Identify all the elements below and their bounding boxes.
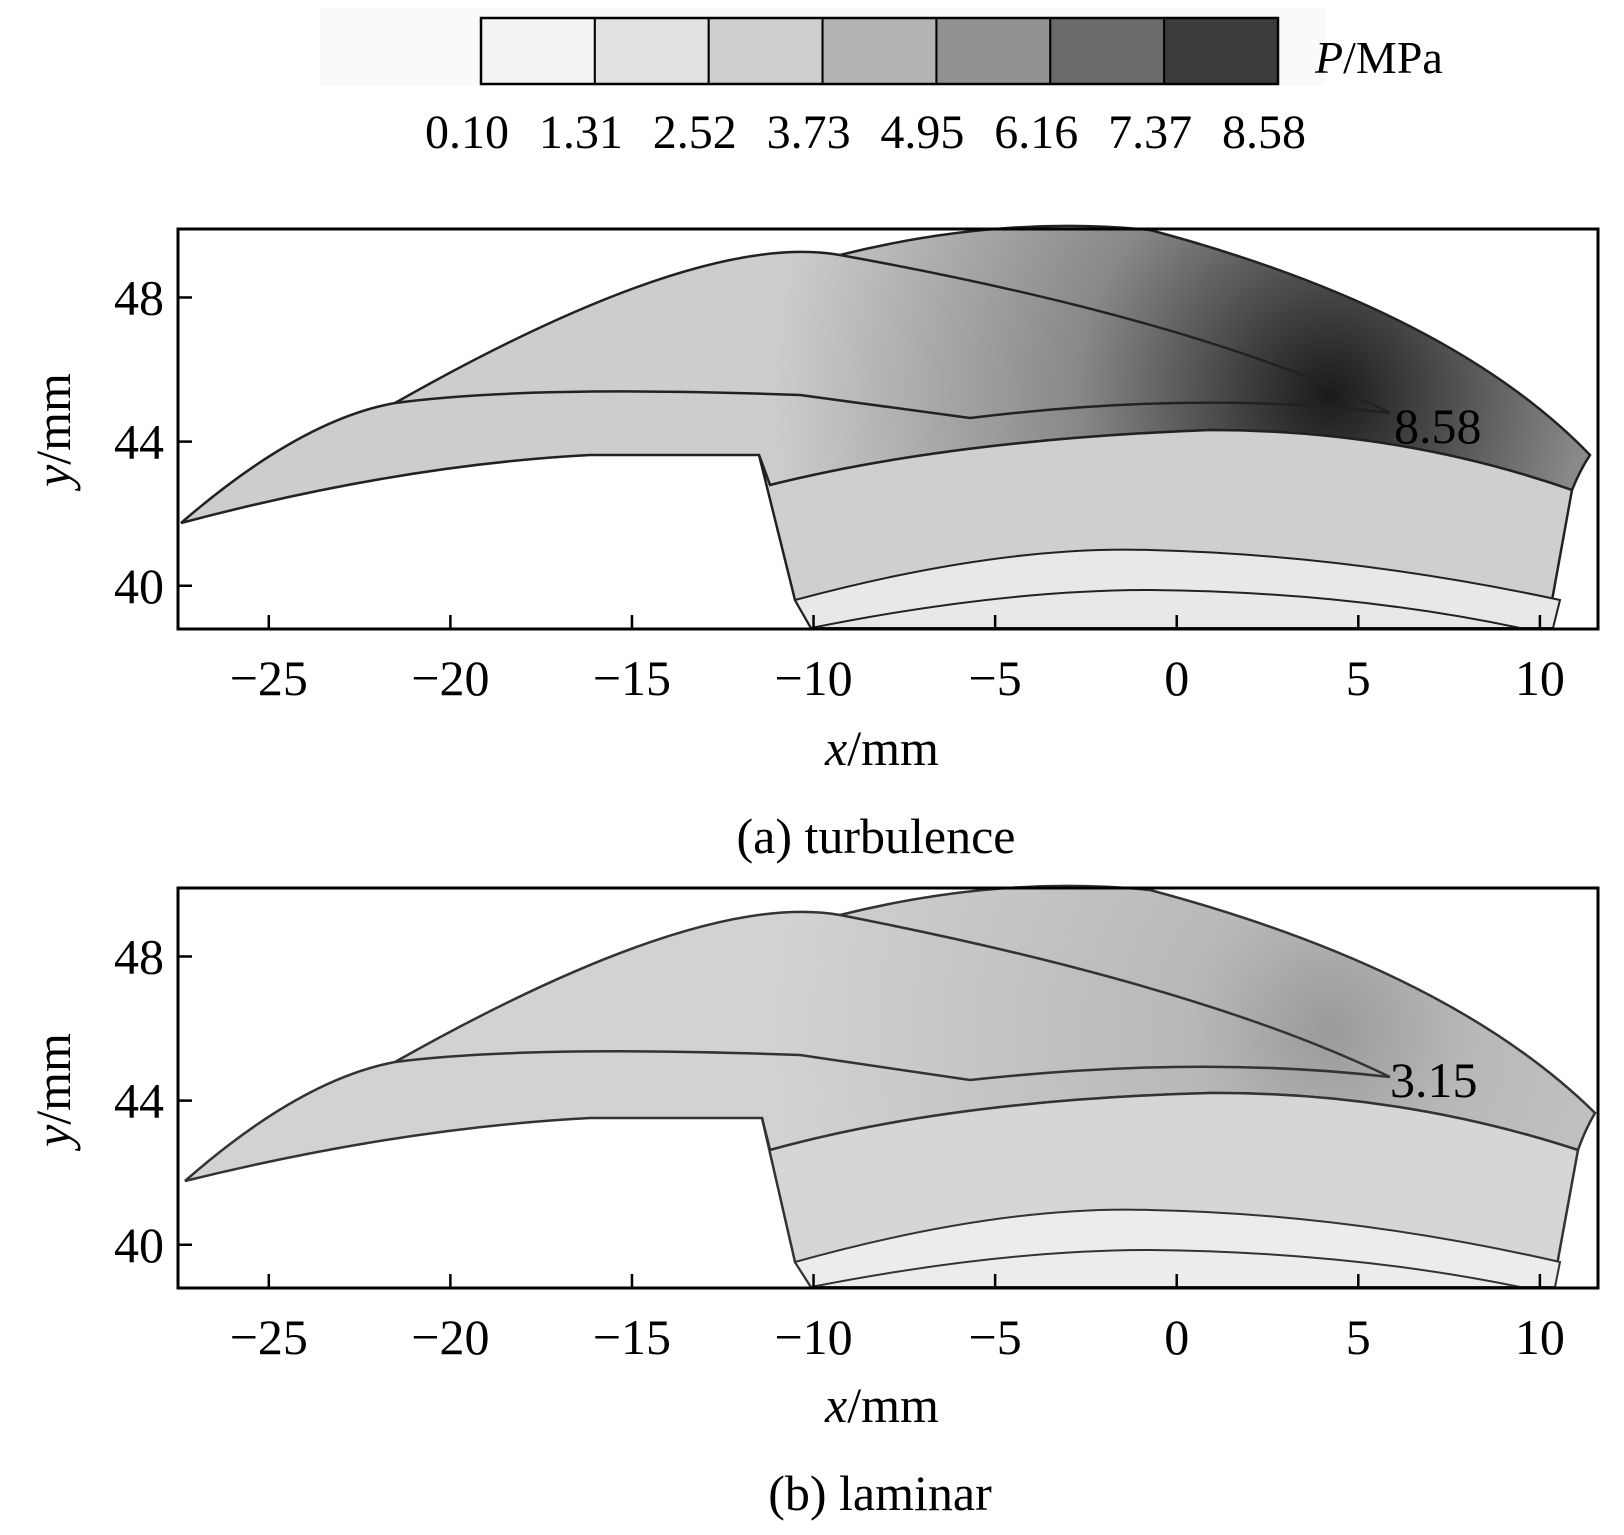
- x-tick-label: −20: [411, 650, 489, 706]
- y-tick-label: 40: [114, 1217, 164, 1273]
- x-axis-title: x/mm: [824, 720, 939, 776]
- x-tick-label: −25: [230, 1309, 308, 1365]
- contour-line-1: [394, 1050, 1391, 1082]
- lower-band-inner: [793, 548, 1562, 629]
- x-tick-label: 5: [1346, 1309, 1371, 1365]
- x-tick-label: −15: [593, 650, 671, 706]
- panel-caption: (a) turbulence: [736, 808, 1015, 864]
- contour-field: [184, 884, 1597, 1289]
- y-axis: 40 44 48: [114, 269, 192, 614]
- y-axis-title: y/mm: [25, 373, 81, 492]
- peak-value-label: 3.15: [1390, 1052, 1478, 1108]
- colorbar: P/MPa 0.10 1.31 2.52 3.73 4.95 6.16 7.37 8.58: [320, 8, 1443, 159]
- colorbar-tick-label: 7.37: [1108, 106, 1192, 159]
- colorbar-tick-label: 8.58: [1222, 106, 1306, 159]
- contour-field: [180, 224, 1592, 630]
- colorbar-swatch: [935, 17, 1052, 85]
- contour-line-3: [810, 1248, 1521, 1288]
- colorbar-tick-label: 2.52: [653, 106, 737, 159]
- colorbar-tick-label: 3.73: [767, 106, 851, 159]
- x-tick-label: 10: [1515, 1309, 1565, 1365]
- colorbar-tick-label: 4.95: [880, 106, 964, 159]
- contour-line-3: [810, 588, 1521, 629]
- colorbar-tick-label: 0.10: [425, 106, 509, 159]
- colorbar-swatch: [707, 17, 824, 85]
- x-tick-label: −5: [969, 1309, 1022, 1365]
- colorbar-swatches: [480, 17, 1279, 85]
- x-tick-label: 10: [1515, 650, 1565, 706]
- colorbar-label: P/MPa: [1314, 32, 1443, 83]
- colorbar-frame: [479, 16, 1280, 86]
- x-axis: −25 −20 −15 −10 −5 0 5 10: [230, 615, 1565, 706]
- colorbar-tick-label: 6.16: [994, 106, 1078, 159]
- x-tick-label: −10: [774, 650, 852, 706]
- y-tick-label: 48: [114, 269, 164, 325]
- x-tick-label: −25: [230, 650, 308, 706]
- colorbar-tick-labels: 0.10 1.31 2.52 3.73 4.95 6.16 7.37 8.58: [425, 106, 1306, 159]
- y-axis: 40 44 48: [114, 928, 192, 1273]
- contour-line-2: [839, 913, 1391, 1079]
- x-tick-label: −15: [593, 1309, 671, 1365]
- x-tick-label: 0: [1164, 1309, 1189, 1365]
- y-tick-label: 48: [114, 928, 164, 984]
- y-tick-label: 44: [114, 414, 164, 470]
- y-tick-label: 40: [114, 558, 164, 614]
- colorbar-swatch: [593, 17, 710, 85]
- y-tick-label: 44: [114, 1073, 164, 1129]
- peak-value-label: 8.58: [1394, 398, 1482, 454]
- panel-laminar: −25 −20 −15 −10 −5 0 5 10 40 44 48 3.15 x/mm y/mm…: [25, 884, 1600, 1521]
- x-tick-label: 0: [1164, 650, 1189, 706]
- plot-frame: [176, 886, 1600, 1290]
- panel-turbulence: −25 −20 −15 −10 −5 0 5 10 40 44 48 8.58 x/mm y/mm…: [25, 224, 1600, 864]
- plot-frame: [176, 227, 1600, 631]
- lower-band-inner: [793, 1208, 1562, 1288]
- panel-caption: (b) laminar: [768, 1465, 992, 1521]
- contour-line-2: [839, 253, 1391, 415]
- colorbar-swatch: [480, 17, 596, 85]
- x-tick-label: −5: [969, 650, 1022, 706]
- colorbar-tick-label: 1.31: [539, 106, 623, 159]
- x-axis: −25 −20 −15 −10 −5 0 5 10: [230, 1274, 1565, 1365]
- contour-line-1: [394, 390, 1391, 420]
- x-tick-label: −10: [774, 1309, 852, 1365]
- x-tick-label: −20: [411, 1309, 489, 1365]
- colorbar-swatch: [1049, 17, 1166, 85]
- x-axis-title: x/mm: [824, 1377, 939, 1433]
- colorbar-swatch: [821, 17, 938, 85]
- colorbar-swatch: [1163, 17, 1279, 85]
- x-tick-label: 5: [1346, 650, 1371, 706]
- y-axis-title: y/mm: [25, 1033, 81, 1152]
